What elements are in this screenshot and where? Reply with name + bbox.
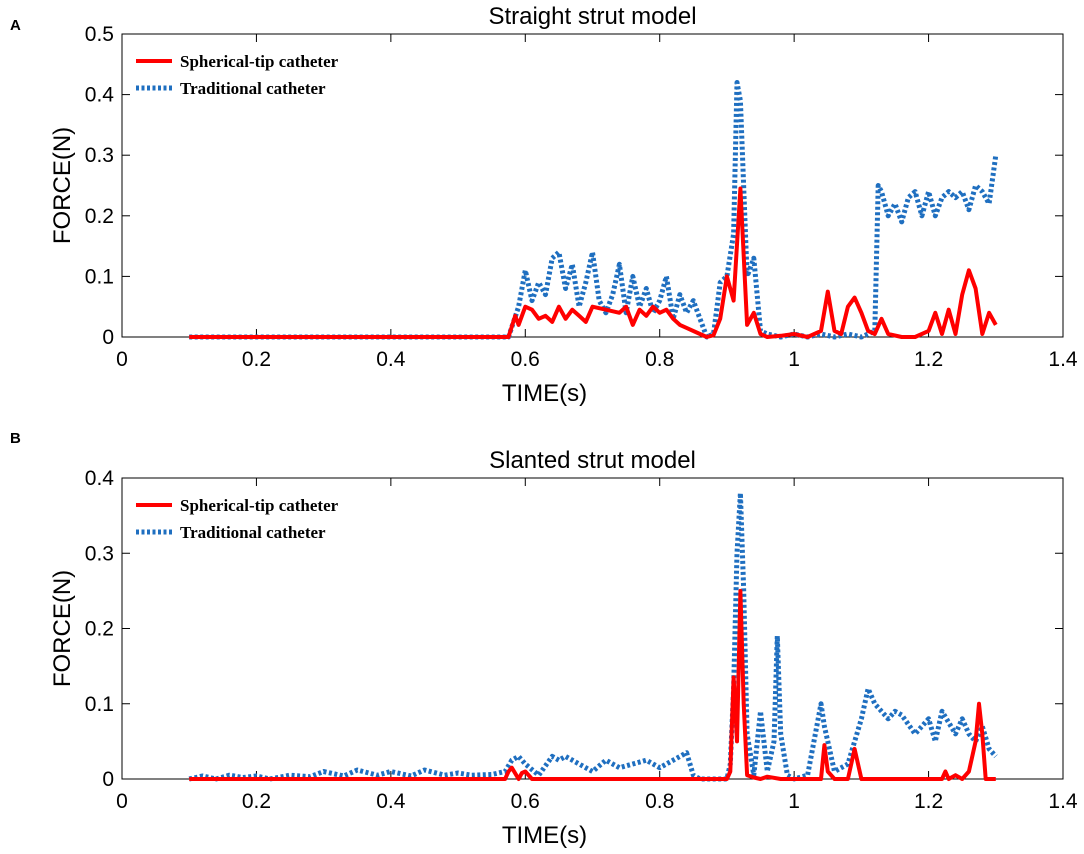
y-tick-label: 0.4 xyxy=(85,84,115,107)
x-tick-label: 1.2 xyxy=(914,790,943,813)
y-axis-label: FORCE(N) xyxy=(49,570,76,687)
chart-title: Straight strut model xyxy=(488,3,696,30)
legend-label-traditional: Traditional catheter xyxy=(180,523,326,542)
y-tick-label: 0.2 xyxy=(85,205,114,228)
y-tick-label: 0.1 xyxy=(85,693,114,716)
y-tick-label: 0 xyxy=(102,326,114,349)
x-tick-label: 1 xyxy=(788,348,800,371)
y-tick-label: 0 xyxy=(102,768,114,791)
x-tick-label: 0.4 xyxy=(376,348,406,371)
x-axis-label: TIME(s) xyxy=(502,822,587,849)
panel-a: A Straight strut model 0 0.2 0.4 0.6 0.8 1 1.2 1.… xyxy=(10,3,1078,407)
x-tick-label: 0.6 xyxy=(511,348,540,371)
legend-label-traditional: Traditional catheter xyxy=(180,79,326,98)
panel-b: B Slanted strut model 0 0.2 0.4 0.6 0.8 1 1.2 1.4… xyxy=(10,430,1078,849)
x-tick-label: 0.2 xyxy=(242,790,271,813)
x-axis-label: TIME(s) xyxy=(502,380,587,407)
y-tick-label: 0.1 xyxy=(85,265,114,288)
x-tick-label: 0.2 xyxy=(242,348,271,371)
y-tick-label: 0.4 xyxy=(85,467,115,490)
x-tick-label: 1.4 xyxy=(1048,348,1078,371)
y-tick-label: 0.2 xyxy=(85,618,114,641)
chart-title: Slanted strut model xyxy=(489,447,696,474)
x-tick-label: 1.2 xyxy=(914,348,943,371)
y-tick-label: 0.3 xyxy=(85,144,114,167)
x-tick-label: 0 xyxy=(116,348,128,371)
legend-label-spherical: Spherical-tip catheter xyxy=(180,496,339,515)
series-traditional-line xyxy=(189,80,999,340)
panel-letter: A xyxy=(10,17,21,34)
panel-letter: B xyxy=(10,430,21,447)
y-axis-label: FORCE(N) xyxy=(49,127,76,244)
x-tick-label: 1.4 xyxy=(1048,790,1078,813)
x-tick-label: 1 xyxy=(788,790,800,813)
legend-label-spherical: Spherical-tip catheter xyxy=(180,52,339,71)
plot-frame xyxy=(121,33,1064,338)
x-tick-label: 0 xyxy=(116,790,128,813)
y-tick-label: 0.5 xyxy=(85,23,114,46)
x-tick-label: 0.4 xyxy=(376,790,406,813)
y-tick-label: 0.3 xyxy=(85,542,114,565)
x-tick-label: 0.6 xyxy=(511,790,540,813)
series-spherical-line xyxy=(189,186,998,339)
x-tick-label: 0.8 xyxy=(645,348,674,371)
x-tick-label: 0.8 xyxy=(645,790,674,813)
series-spherical-line xyxy=(189,588,996,781)
